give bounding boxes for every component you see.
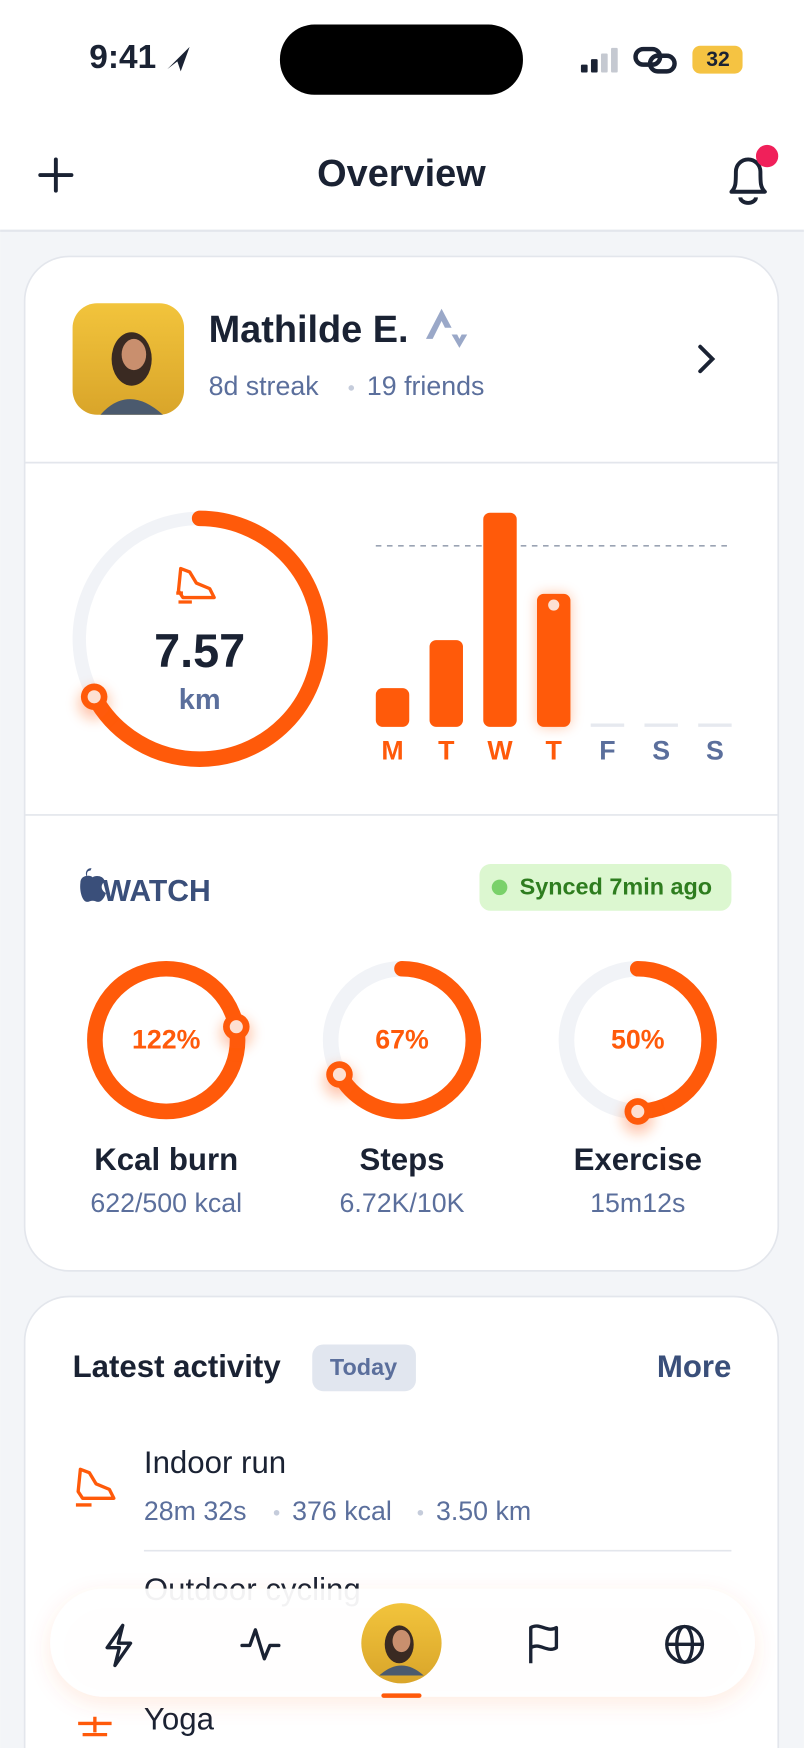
activity-name[interactable]: Yoga	[144, 1701, 215, 1736]
today-label: Today	[330, 1354, 397, 1380]
activity-distance: 3.50 km	[436, 1496, 531, 1526]
separator	[417, 1509, 424, 1516]
streak: 8d streak	[209, 371, 320, 401]
activity-duration: 28m 32s	[144, 1496, 247, 1526]
ring-detail: 15m12s	[590, 1188, 685, 1218]
add-button[interactable]	[38, 157, 74, 193]
activity-name[interactable]: Indoor run	[144, 1445, 286, 1480]
apple-logo	[80, 868, 107, 902]
tab-indicator	[381, 1693, 422, 1698]
today-badge	[312, 1344, 416, 1392]
activity-title: Latest activity	[73, 1349, 282, 1384]
battery-level: 32	[706, 48, 730, 71]
separator	[348, 385, 355, 391]
ring-handle-dot	[87, 690, 101, 704]
tab-profile[interactable]	[361, 1603, 442, 1684]
day-label: S	[706, 736, 724, 766]
avatar[interactable]	[72, 303, 185, 415]
distance-unit: km	[179, 684, 221, 716]
day-label: F	[599, 736, 615, 766]
activity-kcal: 376 kcal	[292, 1496, 392, 1526]
sync-badge	[479, 863, 732, 911]
ring-progress	[322, 960, 482, 1120]
tab-explore[interactable]	[665, 1624, 705, 1664]
run-icon	[75, 1467, 116, 1507]
sync-status: Synced 7min ago	[520, 874, 713, 900]
ring-detail: 6.72K/10K	[340, 1188, 465, 1218]
distance-value: 7.57	[154, 625, 245, 677]
battery	[692, 45, 743, 74]
ring-percent: 122%	[132, 1024, 201, 1054]
bar	[375, 688, 410, 727]
location-icon	[167, 46, 190, 72]
overview-card	[23, 255, 780, 1272]
tab-challenges[interactable]	[529, 1624, 559, 1664]
ring-handle-dot	[631, 1104, 645, 1119]
ring-handle-dot	[332, 1067, 347, 1082]
signal	[580, 47, 618, 73]
bar	[698, 723, 732, 727]
profile-name: Mathilde E.	[209, 309, 409, 351]
bar	[537, 593, 571, 727]
ring-name: Steps	[360, 1142, 445, 1177]
bar	[429, 640, 463, 727]
bar-dot	[548, 599, 560, 611]
bar	[590, 723, 625, 727]
page-title: Overview	[317, 153, 486, 195]
ring-progress	[71, 510, 328, 767]
watch-label: WATCH	[103, 875, 211, 908]
day-label: M	[381, 736, 403, 766]
bar	[644, 723, 678, 727]
link-icon	[633, 46, 677, 74]
separator	[273, 1509, 280, 1516]
run-icon	[176, 566, 216, 604]
tab-feed[interactable]	[105, 1623, 133, 1668]
bar	[483, 512, 517, 727]
notifications-button[interactable]	[729, 144, 779, 205]
ring-percent: 67%	[375, 1024, 429, 1054]
ring-name: Exercise	[574, 1142, 702, 1177]
ring-name: Kcal burn	[94, 1142, 238, 1177]
yoga-icon	[78, 1716, 112, 1737]
day-label: T	[438, 736, 455, 766]
day-label: T	[546, 736, 563, 766]
sync-dot	[491, 879, 508, 896]
day-label: W	[487, 736, 513, 766]
strava-icon	[425, 308, 468, 348]
day-label: S	[652, 736, 670, 766]
ring-detail: 622/500 kcal	[90, 1188, 242, 1218]
friends: 19 friends	[367, 371, 484, 401]
dynamic-island	[279, 24, 523, 95]
time: 9:41	[89, 39, 156, 76]
ring-percent: 50%	[611, 1024, 665, 1054]
more-link[interactable]: More	[657, 1349, 732, 1384]
profile-chevron[interactable]	[698, 344, 716, 374]
ring-handle-dot	[229, 1020, 243, 1034]
tab-activity[interactable]	[240, 1628, 281, 1661]
